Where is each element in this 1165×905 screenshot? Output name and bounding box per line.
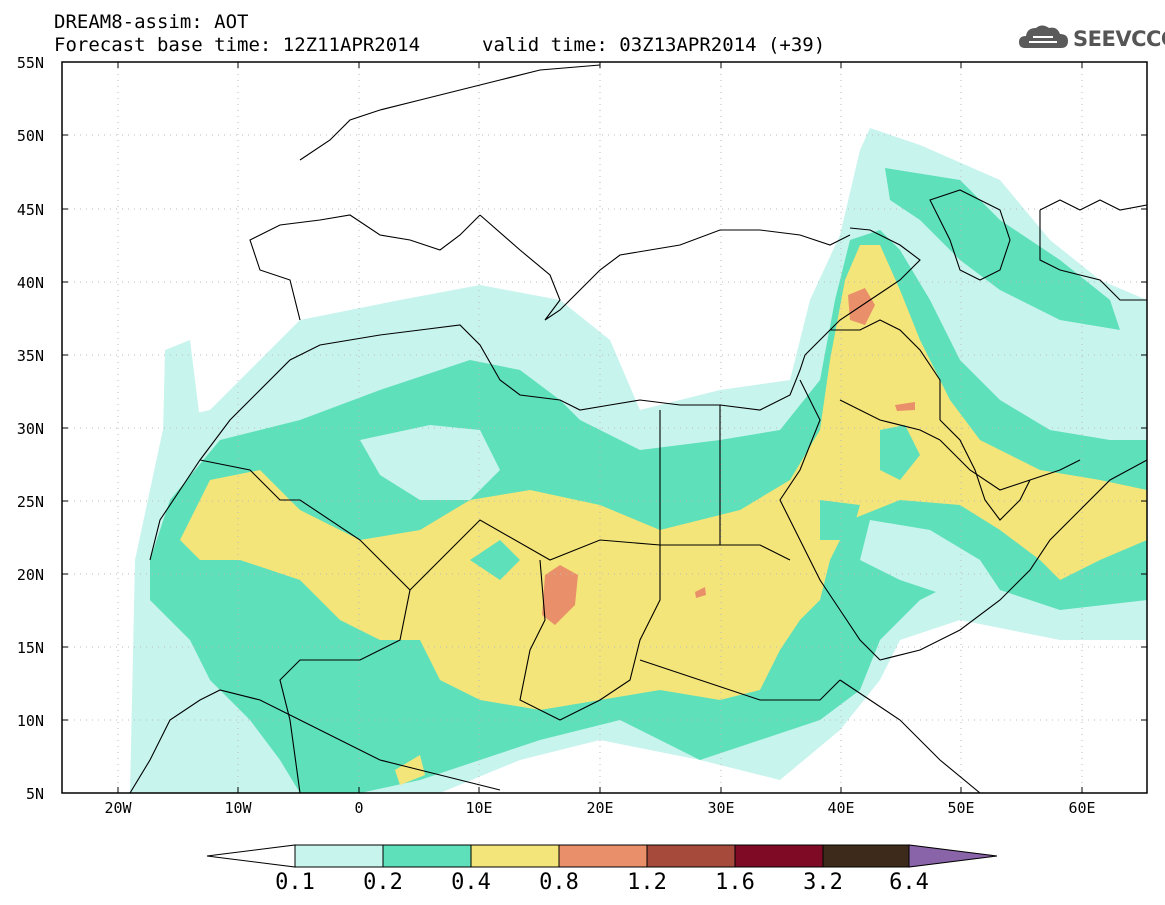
- lat-label: 10N: [17, 712, 44, 730]
- seevccc-logo: SEEVCCC: [1017, 20, 1165, 60]
- colorbar-bin: [470, 844, 560, 868]
- colorbar-label: 0.1: [275, 870, 315, 895]
- colorbar-label: 3.2: [803, 870, 843, 895]
- colorbar-label: 0.8: [539, 870, 579, 895]
- map-title: DREAM8-assim: AOT: [54, 11, 249, 33]
- lat-label: 20N: [17, 566, 44, 584]
- lat-label: 50N: [17, 127, 44, 145]
- colorbar-arrow-low: [206, 844, 296, 868]
- colorbar-bin: [558, 844, 648, 868]
- longitude-labels: 20W 10W 0 10E 20E 30E 40E 50E 60E: [104, 799, 1095, 817]
- aot-band-0-2-inner: [470, 425, 920, 580]
- colorbar: [206, 844, 998, 868]
- graticule: [62, 62, 1147, 793]
- aot-band-0-4: [180, 245, 1147, 785]
- colorbar-bin: [822, 844, 910, 868]
- aot-contour-fields: [130, 128, 1147, 793]
- latitude-labels: 55N 50N 45N 40N 35N 30N 25N 20N 15N 10N …: [17, 54, 44, 803]
- colorbar-bin: [382, 844, 472, 868]
- lat-label: 30N: [17, 420, 44, 438]
- colorbar-arrow-high: [908, 844, 998, 868]
- lat-label: 55N: [17, 54, 44, 72]
- lon-label: 60E: [1068, 799, 1095, 817]
- colorbar-label: 1.2: [627, 870, 667, 895]
- lon-label: 0: [354, 799, 363, 817]
- coastlines: [129, 64, 1147, 793]
- colorbar-label: 0.2: [363, 870, 403, 895]
- lon-label: 20W: [104, 799, 132, 817]
- colorbar-label: 1.6: [715, 870, 755, 895]
- valid-time: valid time: 03Z13APR2014 (+39): [482, 34, 826, 56]
- lat-label: 40N: [17, 274, 44, 292]
- lat-label: 15N: [17, 639, 44, 657]
- logo-text: SEEVCCC: [1073, 27, 1165, 51]
- lon-label: 10E: [465, 799, 492, 817]
- lat-label: 35N: [17, 347, 44, 365]
- colorbar-label: 0.4: [451, 870, 491, 895]
- cloud-logo-icon: [1019, 25, 1068, 48]
- lon-label: 30E: [707, 799, 734, 817]
- colorbar-bin: [294, 844, 384, 868]
- colorbar-bin: [734, 844, 824, 868]
- forecast-base-time: Forecast base time: 12Z11APR2014: [54, 34, 421, 56]
- aot-band-0-8: [542, 288, 915, 625]
- lon-label: 40E: [827, 799, 854, 817]
- lat-label: 45N: [17, 201, 44, 219]
- colorbar-bin: [646, 844, 736, 868]
- lon-label: 20E: [586, 799, 613, 817]
- axis-ticks: [62, 62, 1147, 793]
- lon-label: 10W: [224, 799, 252, 817]
- lat-label: 5N: [26, 785, 44, 803]
- lon-label: 50E: [947, 799, 974, 817]
- colorbar-label: 6.4: [889, 870, 929, 895]
- lat-label: 25N: [17, 493, 44, 511]
